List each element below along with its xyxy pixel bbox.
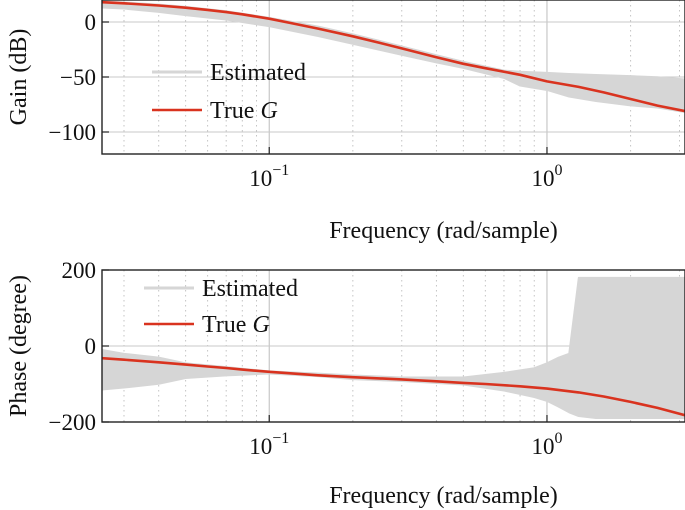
y-tick-label: 0 [85,334,97,359]
legend-label-true-g: True G [210,98,278,124]
x-tick-base: 10 [531,166,554,191]
series-layer [102,276,685,419]
legend-label-g-symbol: G [252,312,269,338]
series-true-g-line [102,356,685,417]
x-tick-exponent: −1 [272,162,289,179]
legend-label-g-symbol: G [260,98,277,124]
y-tick-label: −200 [49,410,96,435]
x-axis-title: Frequency (rad/sample) [329,218,558,244]
x-tick-base: 10 [531,434,554,459]
x-tick-label: 100 [531,162,562,191]
series-layer [102,0,685,113]
x-tick-base: 10 [249,434,272,459]
series-true-g-line [102,0,685,113]
x-tick-exponent: 0 [554,430,562,447]
legend-label-true-word: True [210,98,260,124]
x-tick-exponent: −1 [272,430,289,447]
y-axis-title: Gain (dB) [6,29,32,126]
x-tick-label: 10−1 [249,162,289,191]
x-axis-title: Frequency (rad/sample) [329,483,558,509]
y-tick-label: 200 [62,258,97,283]
legend-label-true-g: True G [202,312,270,338]
series-estimated-band [102,276,685,419]
legend-label-true-word: True [202,312,252,338]
legend-label-estimated: Estimated [210,60,306,86]
x-tick-exponent: 0 [554,162,562,179]
y-axis-title: Phase (degree) [6,275,32,417]
y-tick-label: −50 [60,65,96,90]
y-tick-label: −100 [49,120,96,145]
series-estimated-band [102,0,685,113]
x-tick-label: 100 [531,430,562,459]
x-tick-label: 10−1 [249,430,289,459]
x-tick-base: 10 [249,166,272,191]
y-tick-label: 0 [85,10,97,35]
legend-label-estimated: Estimated [202,276,298,302]
